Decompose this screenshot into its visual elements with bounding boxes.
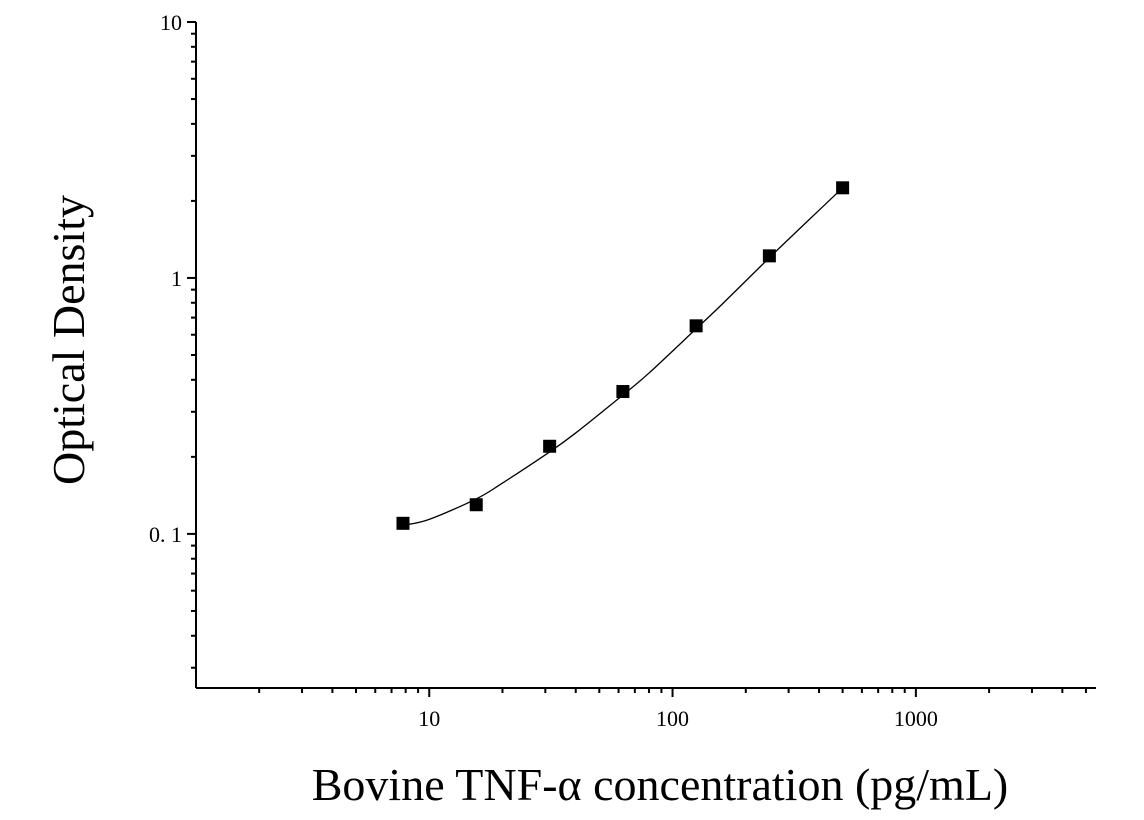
data-points xyxy=(396,181,849,529)
y-axis-title: Optical Density xyxy=(43,195,94,485)
y-tick-label: 10 xyxy=(160,10,182,35)
axes xyxy=(196,22,1096,688)
x-tick-label: 100 xyxy=(656,706,689,731)
fit-curve-layer xyxy=(403,188,843,526)
data-point xyxy=(690,319,703,332)
data-point xyxy=(763,249,776,262)
data-point xyxy=(543,440,556,453)
y-tick-label: 0. 1 xyxy=(149,522,182,547)
x-tick-label: 10 xyxy=(418,706,440,731)
fit-curve xyxy=(403,188,843,526)
data-point xyxy=(470,498,483,511)
x-tick-label: 1000 xyxy=(894,706,938,731)
data-point xyxy=(836,181,849,194)
ticks: 10 100 1000 0. 1 1 10 xyxy=(149,10,1086,731)
data-point xyxy=(396,517,409,530)
x-axis-title: Bovine TNF-α concentration (pg/mL) xyxy=(312,759,1009,810)
y-tick-label: 1 xyxy=(171,266,182,291)
data-point xyxy=(616,385,629,398)
